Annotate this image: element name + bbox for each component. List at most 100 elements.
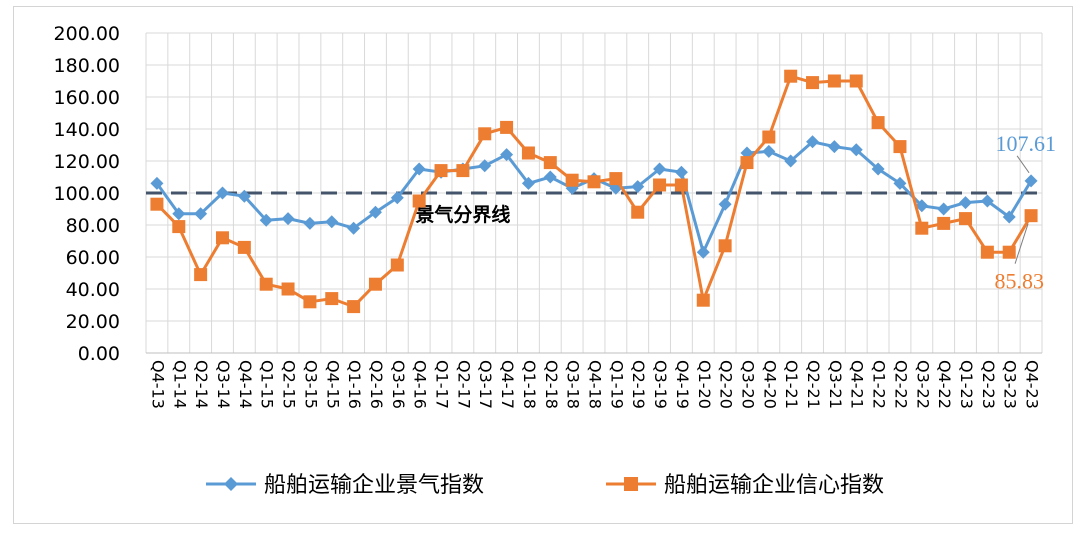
x-tick-label: Q3-23 xyxy=(1001,360,1020,409)
data-point xyxy=(631,180,645,194)
y-tick-label: 160.00 xyxy=(54,87,120,109)
data-point xyxy=(674,165,688,179)
data-point xyxy=(194,268,208,282)
data-point xyxy=(194,207,208,221)
data-point xyxy=(565,173,579,187)
y-tick-label: 0.00 xyxy=(78,343,120,365)
data-point xyxy=(412,194,426,208)
data-point xyxy=(281,212,295,226)
legend-label: 船舶运输企业景气指数 xyxy=(264,473,484,498)
series-line xyxy=(155,74,1033,309)
x-tick-label: Q1-15 xyxy=(258,360,277,409)
data-point xyxy=(740,156,754,170)
annotation-label: 107.61 xyxy=(996,131,1057,156)
data-point xyxy=(762,144,776,158)
data-point xyxy=(543,156,557,170)
data-point xyxy=(303,295,317,309)
data-point xyxy=(478,127,492,141)
x-tick-label: Q1-16 xyxy=(345,360,364,409)
legend-marker xyxy=(224,477,238,491)
x-tick-label: Q4-16 xyxy=(411,360,430,409)
data-point xyxy=(871,116,885,130)
data-point xyxy=(368,277,382,291)
data-point xyxy=(893,176,907,190)
x-tick-label: Q3-17 xyxy=(476,360,495,409)
data-point xyxy=(500,148,514,162)
data-point xyxy=(893,140,907,154)
y-tick-label: 200.00 xyxy=(54,23,120,45)
x-tick-label: Q4-14 xyxy=(236,360,255,409)
data-point xyxy=(784,69,798,83)
data-point xyxy=(1002,245,1016,259)
data-point xyxy=(303,216,317,230)
x-tick-label: Q3-20 xyxy=(738,360,757,409)
data-point xyxy=(456,164,470,178)
y-tick-label: 100.00 xyxy=(54,183,120,205)
data-point xyxy=(347,300,361,314)
y-tick-label: 20.00 xyxy=(66,311,120,333)
data-point xyxy=(937,202,951,216)
data-point xyxy=(1024,209,1038,223)
legend-label: 船舶运输企业信心指数 xyxy=(664,473,884,498)
data-point xyxy=(281,282,295,296)
data-point xyxy=(631,205,645,219)
x-tick-label: Q4-20 xyxy=(760,360,779,409)
data-point xyxy=(674,178,688,192)
x-tick-label: Q2-22 xyxy=(891,360,910,409)
data-point xyxy=(259,277,273,291)
data-point xyxy=(1002,210,1016,224)
x-tick-label: Q1-18 xyxy=(520,360,539,409)
y-tick-label: 120.00 xyxy=(54,151,120,173)
data-point xyxy=(521,146,535,160)
data-point xyxy=(325,292,339,306)
x-tick-label: Q1-23 xyxy=(957,360,976,409)
data-point xyxy=(937,216,951,230)
data-point xyxy=(959,212,973,226)
x-tick-label: Q2-17 xyxy=(454,360,473,409)
x-tick-label: Q2-18 xyxy=(542,360,561,409)
data-point xyxy=(215,231,229,245)
x-tick-label: Q1-14 xyxy=(170,360,189,409)
legend-marker xyxy=(624,477,638,491)
x-tick-label: Q3-14 xyxy=(214,360,233,409)
x-tick-label: Q1-21 xyxy=(782,360,801,409)
x-tick-label: Q1-22 xyxy=(870,360,889,409)
x-tick-label: Q3-19 xyxy=(651,360,670,409)
data-point xyxy=(368,205,382,219)
data-point xyxy=(849,143,863,157)
y-tick-label: 60.00 xyxy=(66,247,120,269)
data-point xyxy=(259,213,273,227)
x-tick-label: Q2-19 xyxy=(629,360,648,409)
series-line xyxy=(155,140,1033,254)
y-tick-label: 40.00 xyxy=(66,279,120,301)
data-point xyxy=(478,159,492,173)
x-tick-label: Q4-21 xyxy=(848,360,867,409)
data-point xyxy=(959,196,973,210)
x-tick-label: Q4-22 xyxy=(935,360,954,409)
data-point xyxy=(696,293,710,307)
y-tick-label: 80.00 xyxy=(66,215,120,237)
data-point xyxy=(150,197,164,211)
data-point xyxy=(390,258,404,272)
x-tick-label: Q4-23 xyxy=(1023,360,1042,409)
annotation-label: 85.83 xyxy=(995,269,1045,294)
data-point xyxy=(827,74,841,88)
y-tick-label: 180.00 xyxy=(54,55,120,77)
data-point xyxy=(347,221,361,235)
data-point xyxy=(521,176,535,190)
data-point xyxy=(849,74,863,88)
data-point xyxy=(325,215,339,229)
data-point xyxy=(609,172,623,186)
x-tick-label: Q2-14 xyxy=(192,360,211,409)
data-point xyxy=(172,207,186,221)
data-point xyxy=(653,162,667,176)
x-tick-label: Q3-16 xyxy=(389,360,408,409)
x-tick-label: Q2-15 xyxy=(280,360,299,409)
data-point xyxy=(718,197,732,211)
annotation-leader xyxy=(1016,155,1030,174)
data-point xyxy=(718,239,732,253)
x-tick-label: Q2-23 xyxy=(979,360,998,409)
x-tick-label: Q3-22 xyxy=(913,360,932,409)
x-tick-label: Q2-16 xyxy=(367,360,386,409)
data-point xyxy=(980,245,994,259)
